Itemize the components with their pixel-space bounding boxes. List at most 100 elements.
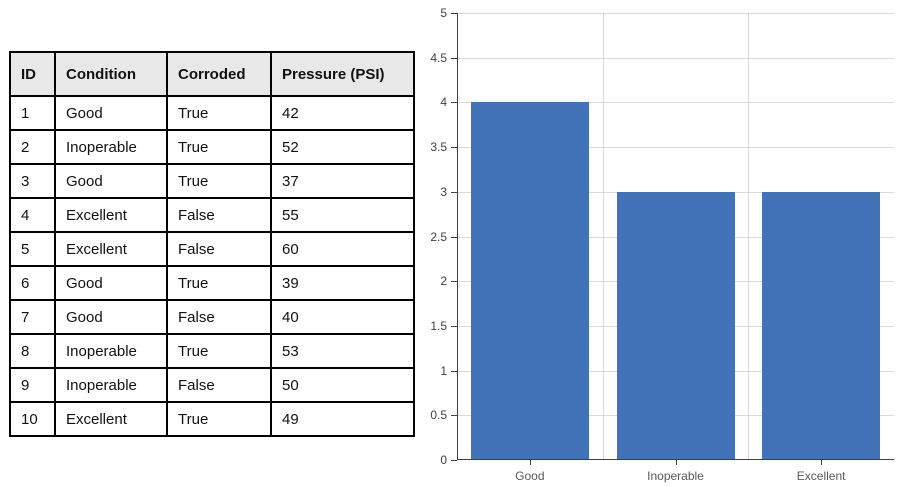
- x-axis-category-label: Good: [515, 469, 545, 483]
- table-cell: 3: [9, 163, 56, 199]
- y-axis-line: [457, 13, 458, 460]
- column-header: ID: [9, 51, 56, 97]
- table-cell: Good: [54, 163, 168, 199]
- table-cell: 55: [270, 197, 415, 233]
- y-axis-tick: [451, 57, 457, 59]
- table-row: 3 Good True 37: [9, 163, 415, 199]
- y-axis-tick: [451, 102, 457, 104]
- table-cell: 42: [270, 95, 415, 131]
- y-axis-tick: [451, 325, 457, 327]
- table-cell: Good: [54, 95, 168, 131]
- x-axis-tick: [675, 460, 677, 465]
- table-cell: 9: [9, 367, 56, 403]
- table-cell: 2: [9, 129, 56, 165]
- y-axis-tick-label: 3.5: [430, 140, 447, 155]
- y-axis-tick-label: 4.5: [430, 50, 447, 65]
- table-cell: 7: [9, 299, 56, 335]
- y-axis-tick-label: 0.5: [430, 408, 447, 423]
- y-axis-tick: [451, 370, 457, 372]
- y-axis-tick-label: 1: [440, 363, 447, 378]
- table-cell: 40: [270, 299, 415, 335]
- table-cell: True: [166, 129, 272, 165]
- y-axis-tick: [451, 281, 457, 283]
- table-cell: 8: [9, 333, 56, 369]
- table-header-row: ID Condition Corroded Pressure (PSI): [9, 51, 415, 97]
- x-axis-category-label: Inoperable: [647, 469, 704, 483]
- table-row: 4 Excellent False 55: [9, 197, 415, 233]
- table-cell: Good: [54, 265, 168, 301]
- y-gridline: [457, 102, 894, 104]
- table-cell: Inoperable: [54, 333, 168, 369]
- x-gridline: [602, 13, 604, 460]
- y-gridline: [457, 57, 894, 59]
- x-axis-category-label: Excellent: [796, 469, 846, 483]
- table-cell: Excellent: [54, 401, 168, 437]
- x-gridline: [748, 13, 750, 460]
- bar-chart: 0 0.5 1 1.5 2 2.5 3 3.5 4 4.5 5 Good Inoperable Exce…: [420, 0, 904, 487]
- table-cell: Excellent: [54, 197, 168, 233]
- table-row: 8 Inoperable True 53: [9, 333, 415, 369]
- table-row: 10 Excellent True 49: [9, 401, 415, 437]
- table-cell: True: [166, 401, 272, 437]
- chart-plot-area: [457, 13, 894, 460]
- table-cell: 50: [270, 367, 415, 403]
- table-cell: True: [166, 333, 272, 369]
- y-axis-tick-label: 0: [440, 453, 447, 467]
- y-axis-tick: [451, 415, 457, 417]
- table-cell: False: [166, 299, 272, 335]
- table-cell: True: [166, 265, 272, 301]
- table-row: ID Condition Corroded Pressure (PSI): [9, 51, 415, 97]
- y-axis-tick: [451, 13, 457, 14]
- table-cell: 52: [270, 129, 415, 165]
- table-cell: 1: [9, 95, 56, 131]
- table-cell: 10: [9, 401, 56, 437]
- y-axis-tick-label: 2: [440, 274, 447, 289]
- table-cell: True: [166, 95, 272, 131]
- y-axis-tick-label: 1.5: [430, 318, 447, 333]
- table-cell: Good: [54, 299, 168, 335]
- table-cell: 53: [270, 333, 415, 369]
- column-header: Pressure (PSI): [270, 51, 415, 97]
- y-gridline: [457, 13, 894, 14]
- table-row: 5 Excellent False 60: [9, 231, 415, 267]
- bar-excellent: [762, 191, 881, 459]
- y-axis-tick: [451, 191, 457, 193]
- table-cell: Inoperable: [54, 367, 168, 403]
- column-header: Corroded: [166, 51, 272, 97]
- pipe-data-table-container: ID Condition Corroded Pressure (PSI) 1 Good T…: [9, 51, 415, 437]
- bar-inoperable: [616, 191, 735, 459]
- table-cell: 4: [9, 197, 56, 233]
- table-row: 7 Good False 40: [9, 299, 415, 335]
- x-axis-tick: [821, 460, 823, 465]
- table-cell: 5: [9, 231, 56, 267]
- y-axis-tick: [451, 147, 457, 149]
- table-cell: 37: [270, 163, 415, 199]
- bar-good: [470, 102, 589, 459]
- table-cell: False: [166, 231, 272, 267]
- y-axis-tick-label: 2.5: [430, 229, 447, 244]
- table-cell: 39: [270, 265, 415, 301]
- column-header: Condition: [54, 51, 168, 97]
- pipe-data-table: ID Condition Corroded Pressure (PSI) 1 Good T…: [9, 51, 415, 437]
- x-axis-line: [457, 459, 894, 460]
- table-row: 6 Good True 39: [9, 265, 415, 301]
- table-cell: Excellent: [54, 231, 168, 267]
- table-cell: Inoperable: [54, 129, 168, 165]
- table-cell: False: [166, 367, 272, 403]
- y-axis-tick: [451, 460, 457, 461]
- table-row: 1 Good True 42: [9, 95, 415, 131]
- table-body: 1 Good True 42 2 Inoperable True 52 3 Good True 37 4…: [9, 95, 415, 437]
- table-cell: 49: [270, 401, 415, 437]
- x-axis-tick: [529, 460, 531, 465]
- y-axis-tick-label: 4: [440, 95, 447, 110]
- y-axis-tick-label: 3: [440, 184, 447, 199]
- y-axis-tick: [451, 236, 457, 238]
- table-cell: True: [166, 163, 272, 199]
- table-cell: 60: [270, 231, 415, 267]
- y-axis-tick-label: 5: [440, 6, 447, 20]
- table-cell: 6: [9, 265, 56, 301]
- table-row: 2 Inoperable True 52: [9, 129, 415, 165]
- table-cell: False: [166, 197, 272, 233]
- y-gridline: [457, 147, 894, 149]
- table-row: 9 Inoperable False 50: [9, 367, 415, 403]
